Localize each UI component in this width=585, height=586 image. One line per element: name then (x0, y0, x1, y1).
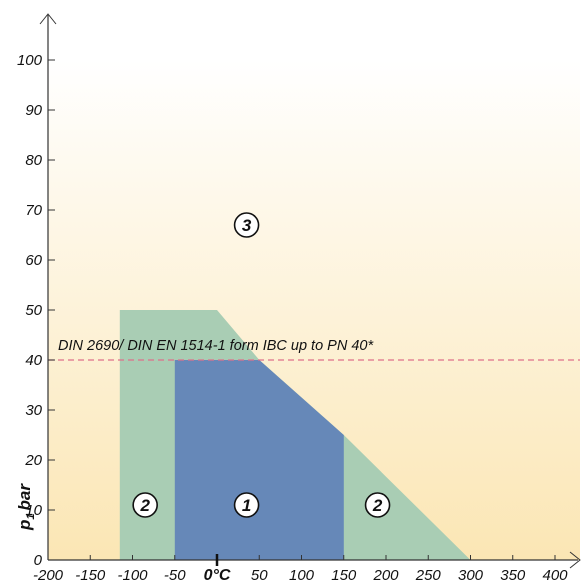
region-2-badge (364, 492, 391, 518)
x-tick-label: -200 (33, 567, 64, 584)
y-tick-label: 80 (25, 152, 42, 169)
y-tick-label: 40 (25, 352, 42, 369)
region-2-label: 2 (139, 496, 150, 515)
y-tick-label: 20 (24, 452, 42, 469)
din-annotation: DIN 2690/ DIN EN 1514-1 form IBC up to P… (58, 338, 374, 354)
x-tick-label: 150 (331, 567, 357, 584)
x-tick-label: 50 (251, 567, 268, 584)
y-axis-arrow-icon (39, 13, 57, 25)
region-1-badge (233, 492, 260, 518)
y-axis-title-unit: bar (15, 483, 34, 511)
region-2-badge (132, 492, 158, 518)
x-tick-label: 100 (289, 567, 315, 584)
region-3-badge (233, 212, 260, 238)
x-tick-label: 200 (372, 567, 399, 584)
x-tick-label: 300 (458, 567, 484, 584)
x-tick-label: -100 (117, 567, 148, 584)
y-tick-label: 90 (25, 102, 42, 119)
x-tick-label: 400 (542, 567, 568, 584)
axes-layer (39, 13, 581, 569)
x-axis-arrow-icon (569, 551, 581, 569)
y-axis-title: p1 bar (15, 483, 37, 531)
x-tick-label: 350 (500, 567, 526, 584)
region-labels-layer: 1 2 2 3 (132, 212, 391, 518)
y-axis-title-main: p (15, 520, 34, 531)
y-tick-label: 50 (25, 302, 42, 319)
y-tick-label: 70 (25, 202, 42, 219)
y-tick-label: 60 (25, 252, 42, 269)
x-tick-label: 250 (415, 567, 442, 584)
x-tick-label-zero: 0°C (204, 567, 231, 584)
x-tick-label: -50 (164, 567, 186, 584)
y-tick-label: 10 (25, 502, 42, 519)
x-tick-label: -150 (75, 567, 106, 584)
y-tick-label: 30 (25, 402, 42, 419)
ticks-layer: 0 10 20 30 40 50 60 70 80 90 100 -200 -150 -100 -50 50 1… (17, 52, 568, 584)
region-1-area (174, 360, 344, 560)
region-2-label: 2 (372, 496, 383, 515)
region-3-label: 3 (242, 216, 252, 235)
y-tick-label: 0 (34, 552, 43, 569)
y-axis-title-sub: 1 (25, 513, 37, 519)
region-1-label: 1 (242, 496, 251, 515)
y-tick-label: 100 (17, 52, 43, 69)
